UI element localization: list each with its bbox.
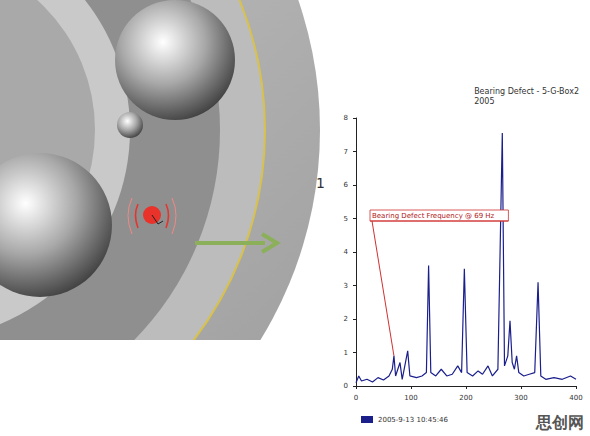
svg-text:200: 200 — [459, 394, 472, 402]
svg-text:100: 100 — [404, 394, 417, 402]
svg-text:5: 5 — [344, 215, 348, 223]
svg-text:Bearing Defect Frequency @ 69: Bearing Defect Frequency @ 69 Hz — [372, 212, 495, 220]
svg-text:6: 6 — [344, 181, 349, 189]
svg-text:400: 400 — [569, 394, 582, 402]
svg-text:Bearing Defect - 5-G-Box2: Bearing Defect - 5-G-Box2 — [474, 87, 579, 96]
svg-text:2005-9-13 10:45:46: 2005-9-13 10:45:46 — [378, 416, 448, 424]
svg-text:7: 7 — [344, 148, 348, 156]
svg-text:0: 0 — [354, 394, 358, 402]
svg-text:1: 1 — [316, 175, 325, 191]
svg-text:8: 8 — [344, 114, 348, 122]
svg-text:1: 1 — [344, 349, 348, 357]
svg-text:4: 4 — [344, 248, 349, 256]
svg-text:2005: 2005 — [474, 97, 494, 106]
svg-text:0: 0 — [344, 382, 348, 390]
svg-text:300: 300 — [514, 394, 527, 402]
svg-text:思创网: 思创网 — [535, 413, 584, 432]
svg-text:2: 2 — [344, 315, 348, 323]
svg-text:3: 3 — [344, 282, 348, 290]
